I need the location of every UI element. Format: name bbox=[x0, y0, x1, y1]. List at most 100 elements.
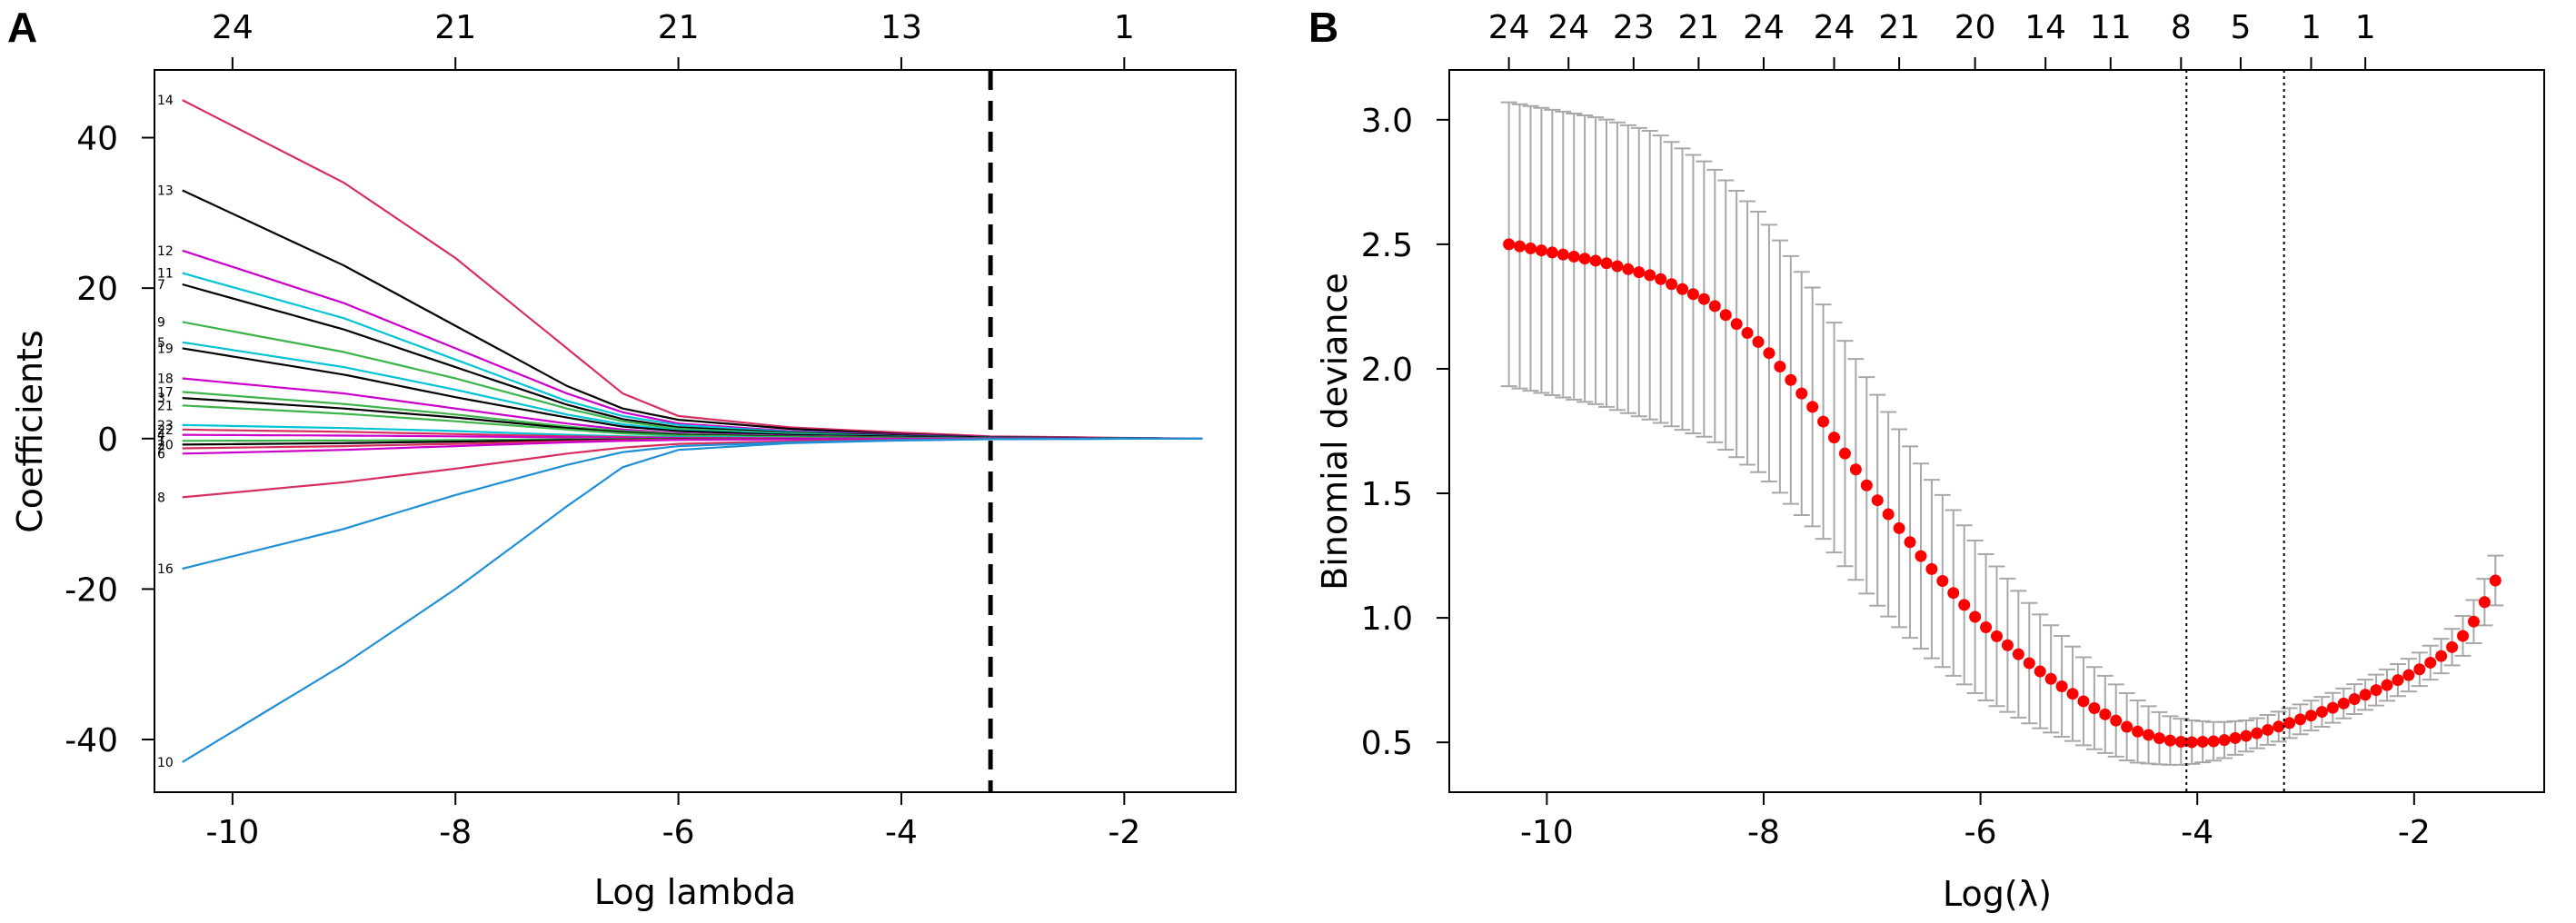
deviance-point bbox=[2294, 713, 2307, 726]
path-label-10: 10 bbox=[157, 756, 174, 770]
b-xtick-label: -4 bbox=[2181, 814, 2213, 851]
b-toptick-label: 14 bbox=[2024, 9, 2066, 46]
deviance-point bbox=[1535, 244, 1547, 257]
deviance-point bbox=[2381, 679, 2393, 691]
deviance-point bbox=[1893, 521, 1905, 534]
panel-b-y-axis: 0.5 1.0 1.5 2.0 2.5 3.0 bbox=[1361, 103, 1449, 762]
deviance-point bbox=[1567, 250, 1580, 263]
deviance-point bbox=[1849, 463, 1862, 476]
deviance-point bbox=[2143, 729, 2155, 741]
deviance-point bbox=[1622, 263, 1635, 275]
deviance-point bbox=[2370, 684, 2382, 697]
b-ytick-label: 1.0 bbox=[1361, 600, 1413, 638]
deviance-point bbox=[1708, 300, 1721, 313]
b-toptick-label: 23 bbox=[1613, 9, 1655, 46]
deviance-point bbox=[2337, 697, 2350, 710]
deviance-point bbox=[1785, 373, 1797, 386]
panel-b-top-axis: 24 24 23 21 24 24 21 20 14 11 8 5 1 1 bbox=[1488, 9, 2376, 70]
deviance-point bbox=[2034, 665, 2046, 678]
deviance-point bbox=[1860, 479, 1873, 491]
panel-a-letter: A bbox=[7, 4, 37, 51]
deviance-point bbox=[2348, 693, 2361, 706]
deviance-point bbox=[2392, 674, 2404, 687]
deviance-point bbox=[2132, 725, 2144, 738]
a-xtick-label: -2 bbox=[1108, 814, 1140, 851]
a-toptick-label: 21 bbox=[434, 9, 476, 46]
coef-path-7 bbox=[182, 283, 1203, 440]
deviance-point bbox=[2001, 639, 2014, 651]
path-label-4: 4 bbox=[157, 429, 165, 443]
deviance-point bbox=[1686, 288, 1699, 301]
a-xtick-label: -8 bbox=[439, 814, 472, 851]
deviance-point bbox=[1882, 508, 1895, 521]
panel-a-plot-frame bbox=[154, 69, 1237, 793]
b-toptick-label: 21 bbox=[1677, 9, 1719, 46]
b-ytick-label: 2.0 bbox=[1361, 352, 1413, 389]
panel-b-x-axis: -10 -8 -6 -4 -2 bbox=[1520, 792, 2431, 851]
deviance-point bbox=[1514, 240, 1527, 253]
a-ytick-label: 0 bbox=[97, 422, 118, 459]
deviance-point bbox=[1633, 266, 1646, 279]
panel-a-coefficient-paths bbox=[182, 99, 1203, 763]
path-label-8: 8 bbox=[157, 491, 165, 505]
path-label-12: 12 bbox=[157, 244, 174, 259]
b-toptick-label: 1 bbox=[2355, 9, 2376, 46]
deviance-point bbox=[2424, 656, 2437, 669]
deviance-point bbox=[1666, 278, 1678, 291]
deviance-point bbox=[2174, 735, 2187, 748]
path-label-19: 19 bbox=[157, 342, 174, 356]
deviance-point bbox=[2283, 717, 2296, 729]
deviance-point bbox=[1958, 599, 1971, 611]
deviance-point bbox=[2467, 615, 2480, 628]
deviance-point bbox=[1925, 562, 1938, 575]
b-xtick-label: -2 bbox=[2398, 814, 2431, 851]
deviance-point bbox=[1947, 587, 1960, 600]
deviance-point bbox=[1503, 238, 1516, 251]
deviance-point bbox=[1991, 630, 2003, 642]
b-toptick-label: 24 bbox=[1743, 9, 1785, 46]
deviance-point bbox=[1578, 253, 1591, 265]
b-toptick-label: 24 bbox=[1547, 9, 1589, 46]
path-label-18: 18 bbox=[157, 372, 174, 387]
deviance-point bbox=[2435, 650, 2448, 662]
deviance-point bbox=[1697, 293, 1710, 305]
deviance-point bbox=[2185, 736, 2198, 749]
deviance-point bbox=[2055, 680, 2068, 692]
path-label-2: 2 bbox=[157, 442, 165, 457]
deviance-point bbox=[1838, 447, 1851, 460]
deviance-point bbox=[1730, 318, 1743, 331]
b-toptick-label: 21 bbox=[1878, 9, 1920, 46]
path-label-9: 9 bbox=[157, 315, 165, 330]
deviance-point bbox=[2207, 735, 2220, 748]
deviance-point bbox=[1936, 575, 1949, 588]
deviance-point bbox=[2153, 732, 2165, 745]
panel-b-plot-frame bbox=[1448, 69, 2545, 793]
deviance-point bbox=[1817, 415, 1830, 428]
b-toptick-label: 11 bbox=[2090, 9, 2132, 46]
path-label-1: 1 bbox=[157, 434, 165, 449]
b-toptick-label: 24 bbox=[1814, 9, 1855, 46]
path-label-11: 11 bbox=[157, 267, 174, 282]
b-xtick-label: -6 bbox=[1964, 814, 1997, 851]
path-label-21: 21 bbox=[157, 399, 174, 413]
path-label-6: 6 bbox=[157, 447, 165, 462]
b-ytick-label: 1.5 bbox=[1361, 476, 1413, 513]
a-ytick-label: 20 bbox=[76, 271, 118, 308]
path-label-22: 22 bbox=[157, 423, 174, 438]
deviance-point bbox=[2066, 688, 2079, 700]
coef-path-8 bbox=[182, 437, 1203, 499]
path-label-14: 14 bbox=[157, 94, 174, 108]
panel-a-y-axis: -40 -20 0 20 40 bbox=[65, 121, 154, 759]
deviance-point bbox=[2218, 734, 2231, 747]
path-label-5: 5 bbox=[157, 336, 165, 351]
panel-b-y-label: Binomial deviance bbox=[1315, 273, 1355, 591]
b-toptick-label: 1 bbox=[2301, 9, 2322, 46]
panel-b: B -10 -8 -6 -4 -2 0.51.01.52.02.53.0 24 24 23 2… bbox=[1308, 4, 2545, 914]
b-toptick-label: 24 bbox=[1488, 9, 1530, 46]
deviance-point bbox=[1719, 309, 1732, 322]
deviance-point bbox=[1828, 432, 1841, 444]
deviance-point bbox=[1676, 283, 1689, 295]
a-xtick-label: -4 bbox=[885, 814, 918, 851]
deviance-point bbox=[2196, 735, 2209, 748]
